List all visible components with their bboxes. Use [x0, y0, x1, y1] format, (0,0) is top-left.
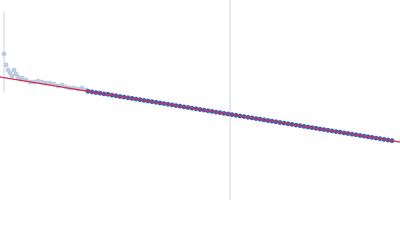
data-point — [1, 51, 7, 57]
data-point — [3, 62, 9, 68]
data-point — [79, 85, 85, 91]
fit-line — [0, 76, 400, 143]
data-point — [59, 82, 65, 88]
data-point — [47, 80, 53, 86]
data-point — [11, 67, 17, 73]
data-point — [9, 73, 15, 79]
chart — [0, 0, 400, 200]
data-point — [35, 78, 41, 84]
data-point — [19, 75, 25, 81]
